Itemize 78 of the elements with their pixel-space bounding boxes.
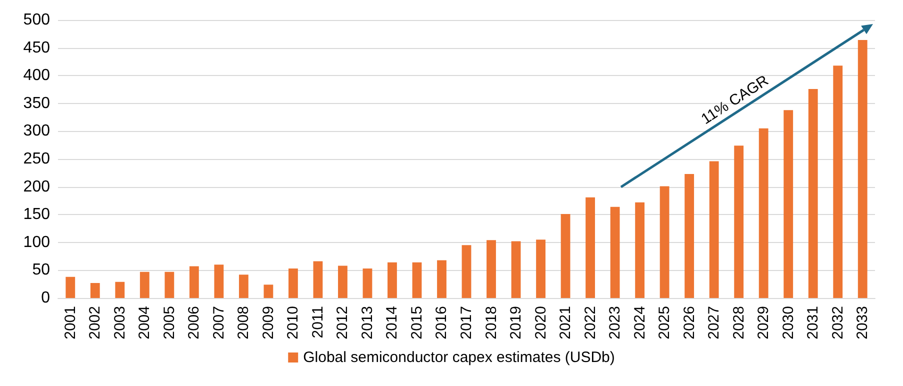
x-tick-label: 2019 (508, 306, 525, 340)
x-tick-label: 2023 (606, 306, 624, 340)
bar (511, 241, 521, 298)
bar (635, 202, 645, 298)
bar (214, 264, 224, 298)
x-tick-label: 2015 (408, 306, 426, 340)
bar (462, 245, 472, 298)
x-tick-label: 2013 (358, 306, 376, 340)
bar (338, 266, 348, 298)
x-tick-label: 2032 (829, 306, 846, 340)
x-tick-label: 2031 (804, 306, 822, 340)
y-tick-label: 350 (23, 94, 50, 112)
x-tick-label: 2010 (284, 306, 302, 340)
x-tick-label: 2016 (433, 306, 450, 340)
bar (808, 88, 818, 298)
bar (833, 66, 843, 298)
bar (709, 161, 719, 298)
x-tick-label: 2006 (186, 306, 203, 340)
bar (140, 272, 150, 298)
x-tick-label: 2012 (334, 306, 352, 340)
y-tick-label: 0 (41, 290, 50, 306)
bar (536, 240, 546, 298)
bar (164, 272, 174, 298)
bar (684, 174, 694, 298)
y-tick-label: 500 (23, 12, 50, 28)
x-tick-label: 2005 (160, 306, 178, 340)
bar (362, 268, 372, 298)
bar (288, 268, 298, 298)
x-tick-label: 2021 (557, 306, 574, 340)
x-tick-label: 2030 (780, 306, 797, 340)
bar (560, 214, 570, 298)
y-tick-label: 250 (23, 150, 50, 168)
bar (66, 276, 76, 298)
y-tick-label: 200 (23, 178, 50, 196)
bar (412, 262, 422, 298)
bar (486, 240, 496, 298)
y-tick-label: 450 (23, 39, 50, 56)
x-tick-label: 2009 (260, 306, 277, 340)
bar (388, 262, 397, 298)
bar (784, 110, 794, 298)
bar (313, 261, 323, 298)
x-tick-label: 2028 (730, 306, 748, 340)
x-tick-label: 2011 (309, 306, 326, 338)
x-tick-label: 2008 (235, 306, 252, 340)
x-tick-label: 2018 (482, 306, 500, 340)
bar (264, 284, 274, 298)
x-tick-label: 2002 (86, 306, 104, 340)
x-tick-label: 2026 (680, 306, 698, 340)
bar (734, 146, 744, 298)
bar (189, 266, 199, 298)
bar (238, 274, 248, 298)
bar (660, 186, 670, 298)
bar (858, 40, 868, 298)
bar (610, 206, 620, 298)
bar (437, 260, 446, 298)
y-tick-label: 50 (32, 262, 50, 279)
x-tick-label: 2025 (656, 306, 674, 340)
y-tick-label: 150 (23, 206, 50, 224)
x-tick-label: 2017 (458, 306, 475, 340)
x-tick-label: 2003 (111, 306, 128, 340)
x-tick-label: 2022 (582, 306, 599, 340)
x-tick-label: 2020 (532, 306, 550, 340)
y-tick-label: 400 (23, 67, 50, 84)
x-tick-label: 2029 (755, 306, 772, 340)
x-tick-label: 2001 (62, 306, 79, 340)
y-tick-label: 100 (23, 234, 50, 251)
bar (758, 128, 768, 298)
bar (115, 282, 125, 298)
bar (586, 197, 595, 298)
x-tick-label: 2007 (210, 306, 228, 340)
x-tick-label: 2033 (854, 306, 872, 340)
legend-label: Global semiconductor capex estimates (USDb) (303, 349, 615, 366)
x-tick-label: 2027 (706, 306, 723, 340)
x-tick-label: 2014 (384, 306, 401, 340)
x-tick-label: 2004 (136, 306, 154, 340)
bar (90, 282, 100, 298)
y-tick-label: 300 (23, 122, 50, 140)
x-tick-label: 2024 (631, 306, 648, 340)
